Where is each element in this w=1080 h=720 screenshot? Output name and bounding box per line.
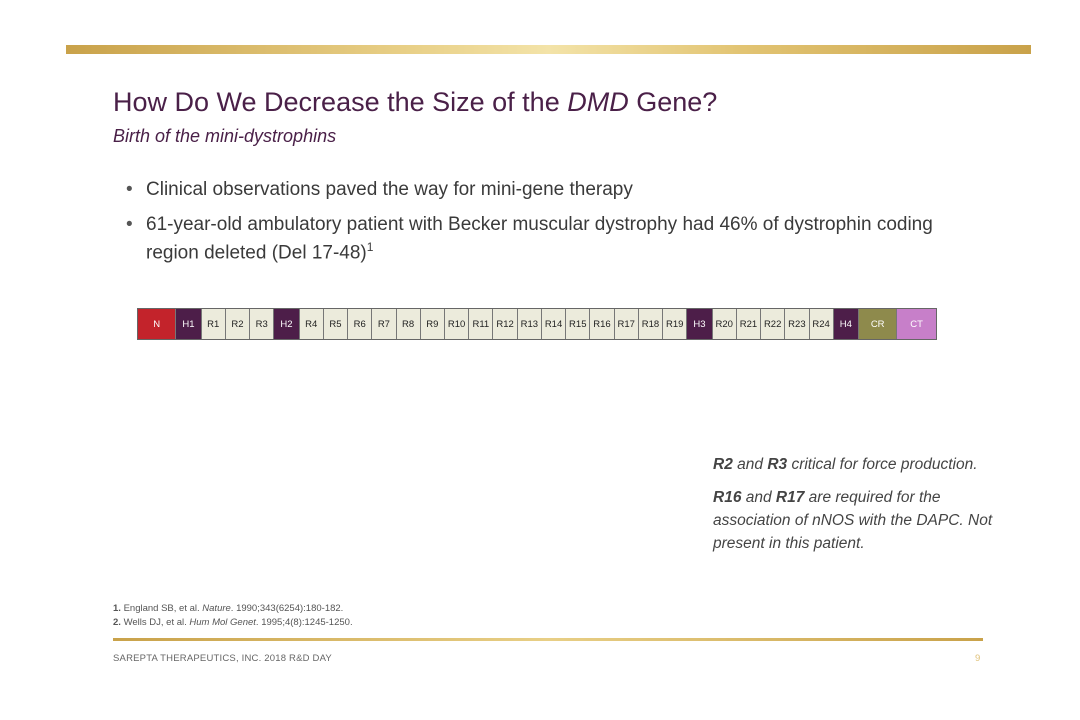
reference-num: 1. xyxy=(113,603,121,614)
domain-segment-h1: H1 xyxy=(176,309,202,339)
domain-segment-r8: R8 xyxy=(396,309,421,339)
domain-segment-r24: R24 xyxy=(809,309,834,339)
domain-segment-n: N xyxy=(138,309,177,339)
domain-segment-r13: R13 xyxy=(517,309,542,339)
domain-segment-r14: R14 xyxy=(541,309,567,339)
domain-segment-r1: R1 xyxy=(201,309,226,339)
domain-segment-r17: R17 xyxy=(614,309,639,339)
reference-pre: Wells DJ, et al. xyxy=(120,617,190,628)
domain-segment-h2: H2 xyxy=(274,309,300,339)
bullet-list: Clinical observations paved the way for … xyxy=(126,178,946,276)
reference-item: 2. Wells DJ, et al. Hum Mol Genet. 1995;… xyxy=(113,616,353,630)
reference-num: 2. xyxy=(113,617,121,628)
references: 1. England SB, et al. Nature. 1990;343(6… xyxy=(113,602,353,630)
domain-segment-r2: R2 xyxy=(225,309,251,339)
title-gene-name: DMD xyxy=(567,87,629,117)
note-text: are required for the association of nNOS… xyxy=(713,489,993,552)
title-text-end: Gene? xyxy=(628,87,718,117)
domain-segment-ct: CT xyxy=(897,309,936,339)
domain-segment-r19: R19 xyxy=(663,309,688,339)
domain-segment-r9: R9 xyxy=(420,309,445,339)
domain-segment-r21: R21 xyxy=(736,309,762,339)
reference-journal: Hum Mol Genet xyxy=(189,617,256,628)
domain-segment-r16: R16 xyxy=(590,309,615,339)
bullet-item: 61-year-old ambulatory patient with Beck… xyxy=(126,213,946,264)
domain-segment-r11: R11 xyxy=(469,309,494,339)
domain-segment-h3: H3 xyxy=(687,309,713,339)
note-paragraph: R16 and R17 are required for the associa… xyxy=(713,486,1013,555)
note-region-label: R16 xyxy=(713,489,742,506)
note-text: and xyxy=(741,489,776,506)
reference-item: 1. England SB, et al. Nature. 1990;343(6… xyxy=(113,602,353,616)
note-paragraph: R2 and R3 critical for force production. xyxy=(713,453,1013,476)
note-region-label: R17 xyxy=(775,489,805,506)
slide-subtitle: Birth of the mini-dystrophins xyxy=(113,126,337,146)
reference-post: . 1990;343(6254):180-182. xyxy=(230,603,344,614)
domain-segment-r12: R12 xyxy=(493,309,518,339)
domain-segment-r18: R18 xyxy=(638,309,664,339)
domain-segment-r5: R5 xyxy=(323,309,349,339)
annotation-notes: R2 and R3 critical for force production.… xyxy=(713,453,1013,565)
bullet-text: Clinical observations paved the way for … xyxy=(146,179,633,200)
slide-title: How Do We Decrease the Size of the DMD G… xyxy=(113,87,717,118)
domain-segment-r10: R10 xyxy=(444,309,470,339)
domain-segment-r7: R7 xyxy=(372,309,397,339)
domain-segment-r22: R22 xyxy=(761,309,786,339)
domain-segment-r3: R3 xyxy=(250,309,275,339)
footer-text: SAREPTA THERAPEUTICS, INC. 2018 R&D DAY xyxy=(113,653,332,664)
top-gold-rule xyxy=(66,45,1031,54)
domain-segment-r4: R4 xyxy=(299,309,324,339)
domain-segment-r20: R20 xyxy=(712,309,737,339)
page-number: 9 xyxy=(975,653,981,664)
note-region-label: R2 xyxy=(713,456,733,473)
domain-segment-r15: R15 xyxy=(566,309,591,339)
note-region-label: R3 xyxy=(767,456,788,473)
reference-post: . 1995;4(8):1245-1250. xyxy=(255,617,353,628)
bullet-item: Clinical observations paved the way for … xyxy=(126,178,946,201)
note-text: and xyxy=(732,456,768,473)
bullet-text: 61-year-old ambulatory patient with Beck… xyxy=(146,214,933,264)
domain-segment-r23: R23 xyxy=(785,309,810,339)
bottom-gold-rule xyxy=(113,638,983,641)
domain-segment-r6: R6 xyxy=(348,309,373,339)
reference-superscript: 1 xyxy=(366,240,374,254)
title-text-start: How Do We Decrease the Size of the xyxy=(113,87,568,117)
domain-segment-h4: H4 xyxy=(833,309,859,339)
dystrophin-domain-bar: N H1 R1 R2 R3 H2 R4 R5 R6 R7 R8 R9 R10 R11 R12 R13 R14 R1… xyxy=(137,308,937,340)
reference-pre: England SB, et al. xyxy=(120,603,203,614)
domain-segment-cr: CR xyxy=(859,309,898,339)
note-text: critical for force production. xyxy=(787,456,978,473)
reference-journal: Nature xyxy=(202,603,231,614)
